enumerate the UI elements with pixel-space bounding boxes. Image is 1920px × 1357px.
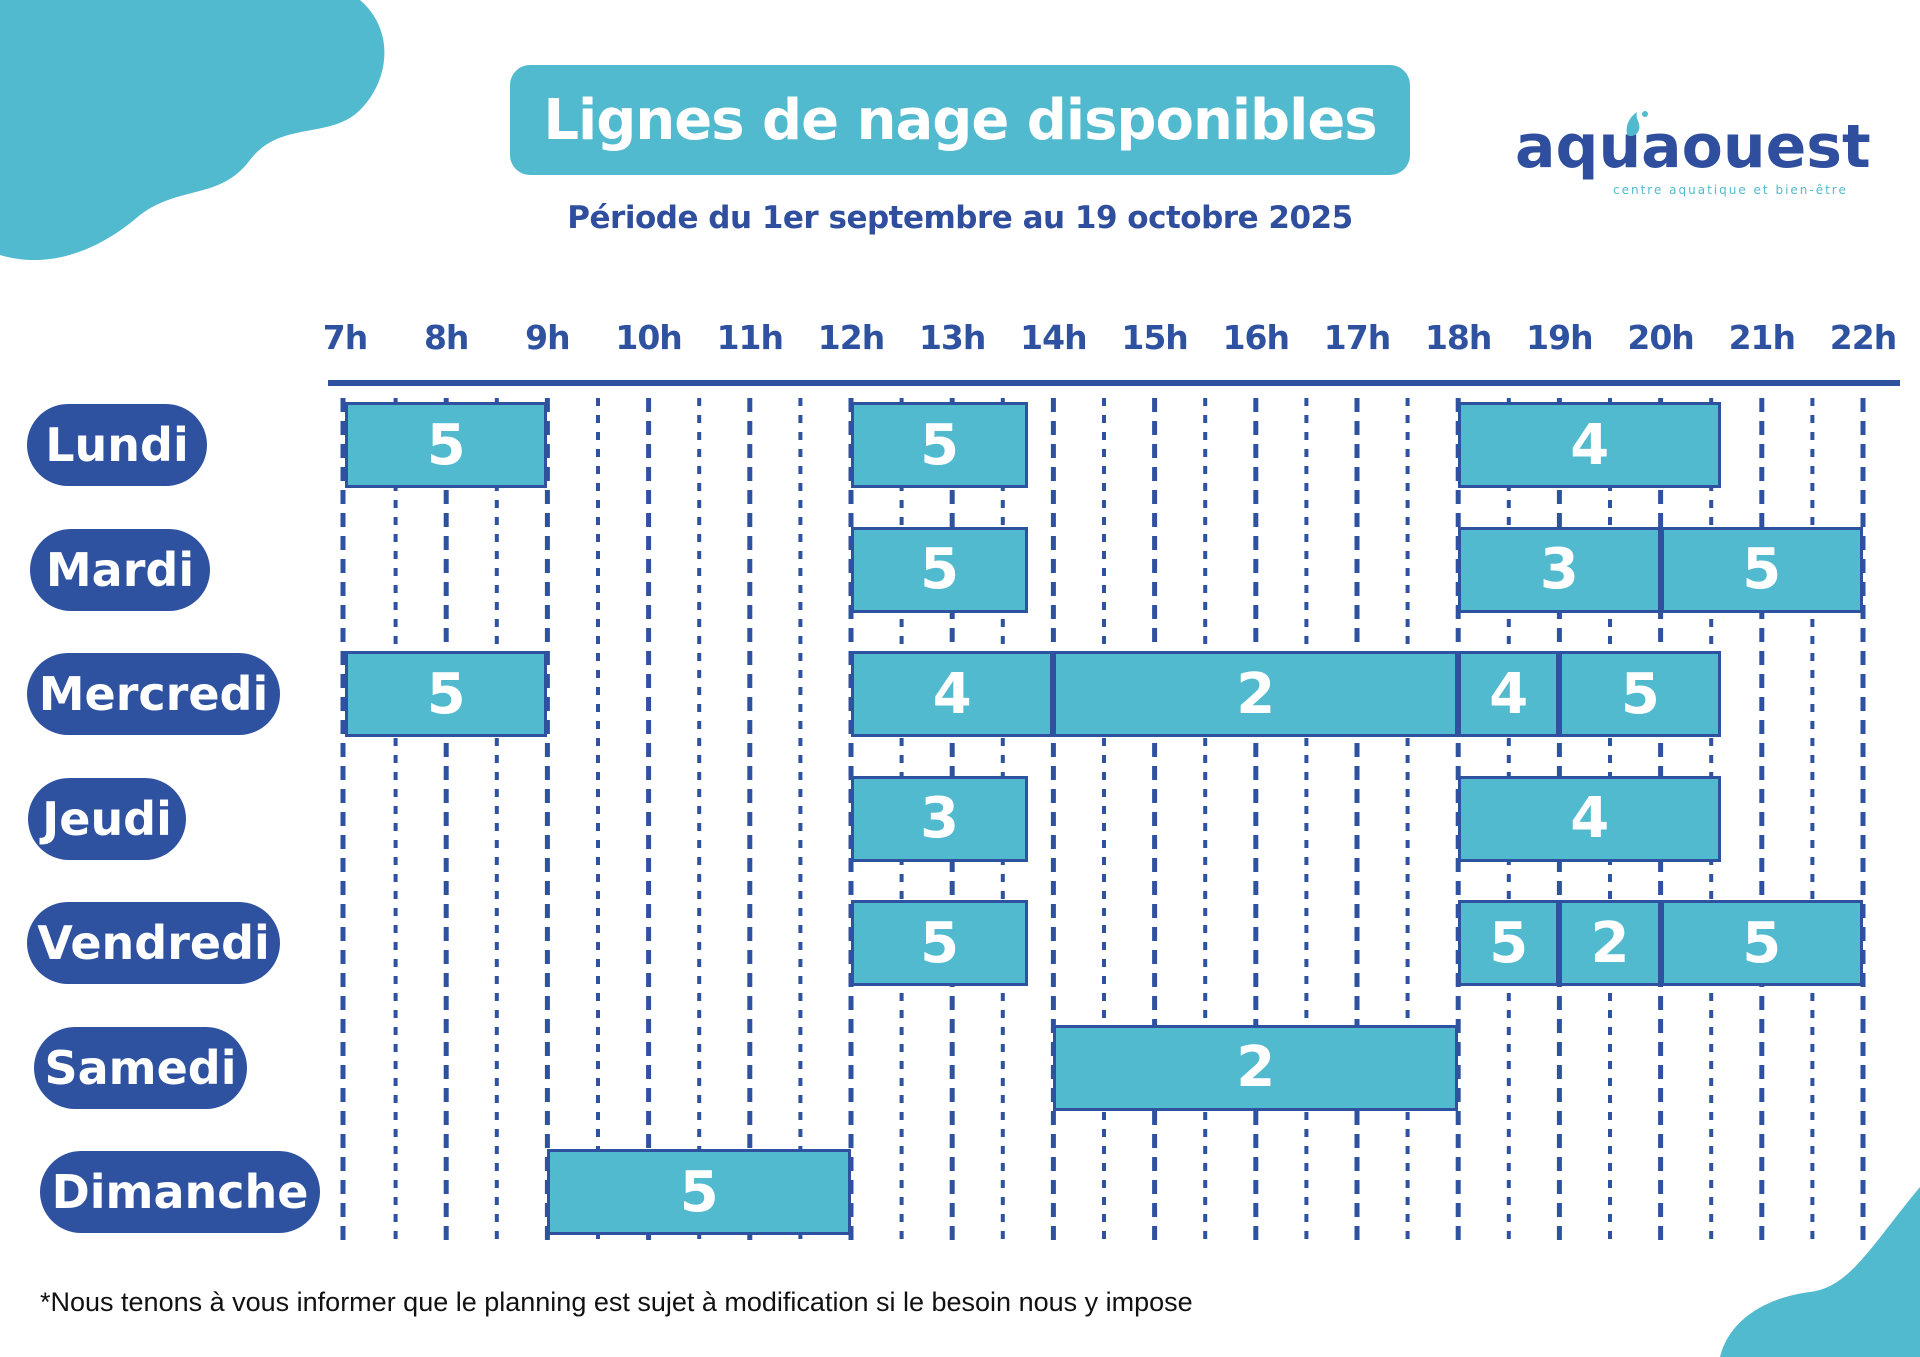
hour-label: 21h <box>1728 318 1796 357</box>
lane-slot: 2 <box>1559 900 1661 986</box>
hour-label: 9h <box>525 318 570 357</box>
hour-label: 16h <box>1222 318 1290 357</box>
hour-label: 7h <box>322 318 368 357</box>
hour-label: 13h <box>918 318 986 357</box>
day-label-dimanche: Dimanche <box>40 1151 320 1233</box>
water-splash-icon <box>1626 111 1648 137</box>
footnote: *Nous tenons à vous informer que le plan… <box>40 1287 1193 1317</box>
period-subtitle: Période du 1er septembre au 19 octobre 2… <box>567 200 1353 236</box>
lane-slot: 5 <box>851 526 1029 613</box>
decorative-wave-bottom-right <box>1720 1187 1920 1357</box>
logo-tagline: centre aquatique et bien-être <box>1613 183 1848 197</box>
lane-slot: 4 <box>1458 651 1560 737</box>
lane-slot: 5 <box>1458 900 1560 986</box>
day-label-mardi: Mardi <box>30 528 210 611</box>
hour-label: 22h <box>1829 318 1897 357</box>
lane-slot: 5 <box>1660 900 1863 986</box>
lane-slot: 3 <box>1458 526 1661 613</box>
hour-label: 14h <box>1020 318 1087 357</box>
hour-label: 20h <box>1627 318 1694 357</box>
hour-label: 12h <box>817 318 885 357</box>
logo-wordmark: aquaouest <box>1515 112 1871 182</box>
hour-label: 11h <box>716 318 784 357</box>
hour-label: 17h <box>1323 318 1391 357</box>
lane-slot: 5 <box>345 402 548 488</box>
lane-slot: 4 <box>1458 775 1722 862</box>
hour-label: 15h <box>1121 318 1188 357</box>
lane-slot: 5 <box>1559 651 1722 737</box>
lane-slot: 5 <box>547 1149 851 1235</box>
lane-slot: 5 <box>345 651 548 737</box>
title-banner: Lignes de nage disponibles <box>510 65 1410 175</box>
hour-label: 18h <box>1424 318 1492 357</box>
day-label-jeudi: Jeudi <box>28 777 186 860</box>
day-label-lundi: Lundi <box>27 404 207 486</box>
lane-slot: 4 <box>1458 402 1722 488</box>
page-title: Lignes de nage disponibles <box>543 87 1377 153</box>
lane-slot: 3 <box>851 775 1029 862</box>
lane-slot: 2 <box>1053 651 1459 737</box>
day-label-vendredi: Vendredi <box>27 902 280 984</box>
hour-label: 8h <box>423 318 469 357</box>
hour-label: 10h <box>615 318 682 357</box>
lane-slot: 5 <box>851 900 1029 986</box>
lane-slot: 4 <box>851 651 1054 737</box>
lane-slot: 5 <box>851 402 1029 488</box>
hour-label: 19h <box>1526 318 1593 357</box>
lane-slot: 2 <box>1053 1024 1459 1111</box>
aquaouest-logo: aquaouest centre aquatique et bien-être <box>1515 111 1871 202</box>
day-label-mercredi: Mercredi <box>27 653 280 735</box>
decorative-wave-top-left <box>0 0 385 261</box>
day-label-samedi: Samedi <box>34 1026 247 1109</box>
lane-slot: 5 <box>1660 526 1863 613</box>
